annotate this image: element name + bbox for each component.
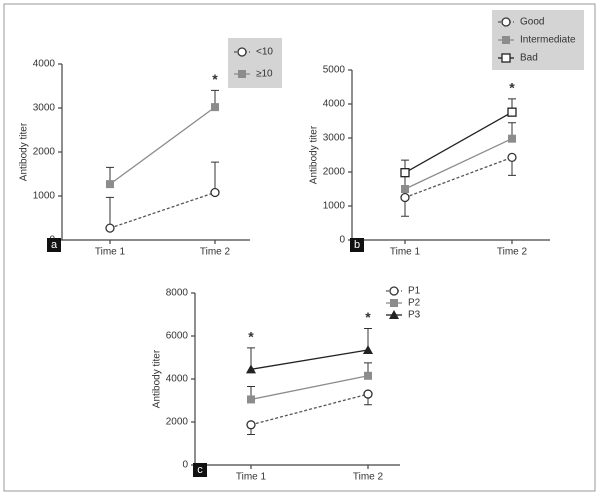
panel-label-box <box>350 238 364 252</box>
y-tick-label: 8000 <box>166 288 189 299</box>
y-tick-label: 4000 <box>323 99 346 110</box>
panel-label-box <box>193 463 207 477</box>
legend-label: P3 <box>408 310 421 321</box>
series-line <box>250 375 369 401</box>
y-tick-label: 2000 <box>33 147 56 158</box>
legend-label: Good <box>520 17 544 28</box>
figure-frame <box>3 3 596 492</box>
y-tick-label: 6000 <box>166 331 189 342</box>
legend-box <box>228 38 282 88</box>
panel-label: a <box>51 239 58 251</box>
legend-marker <box>501 53 511 63</box>
marker <box>247 395 255 404</box>
marker <box>246 364 256 374</box>
y-tick-label: 4000 <box>166 374 189 385</box>
marker <box>401 185 409 193</box>
y-tick-label: 3000 <box>323 133 346 144</box>
significance-mark: * <box>212 71 218 87</box>
legend-label: Intermediate <box>520 35 576 46</box>
marker <box>364 371 372 380</box>
y-axis-label: Antibody titer <box>309 125 320 184</box>
series-line <box>109 191 216 229</box>
x-tick-label: Time 2 <box>353 472 384 483</box>
panel-label: c <box>197 464 203 476</box>
legend-marker <box>237 47 247 57</box>
y-tick-label: 0 <box>182 460 188 471</box>
legend-marker <box>389 286 399 296</box>
marker <box>210 187 220 198</box>
marker <box>400 168 410 178</box>
x-tick-label: Time 2 <box>497 247 528 258</box>
legend-label: P2 <box>408 298 421 309</box>
series-line <box>404 156 513 199</box>
marker <box>507 152 517 163</box>
legend-label: Bad <box>520 53 538 64</box>
y-axis-label: Antibody titer <box>152 349 163 408</box>
x-tick-label: Time 2 <box>200 247 231 258</box>
marker <box>211 103 219 112</box>
x-tick-label: Time 1 <box>390 247 421 258</box>
significance-mark: * <box>365 309 371 325</box>
series-line <box>404 138 513 190</box>
x-tick-label: Time 1 <box>95 247 126 258</box>
y-tick-label: 2000 <box>323 167 346 178</box>
legend-marker <box>502 36 510 44</box>
y-tick-label: 1000 <box>33 191 56 202</box>
marker <box>400 192 410 203</box>
series-line <box>109 106 216 185</box>
y-tick-label: 4000 <box>33 59 56 70</box>
y-tick-label: 5000 <box>323 65 346 76</box>
significance-mark: * <box>509 80 515 96</box>
marker <box>105 223 115 233</box>
y-axis-label: Antibody titer <box>19 122 30 181</box>
y-tick-label: 1000 <box>323 201 346 212</box>
marker <box>363 389 373 399</box>
series-line <box>404 111 513 174</box>
y-tick-label: 3000 <box>33 103 56 114</box>
marker <box>246 420 256 430</box>
y-tick-label: 2000 <box>166 417 189 428</box>
legend-label: <10 <box>256 47 273 58</box>
legend-marker <box>501 17 511 27</box>
series-line <box>250 349 369 370</box>
series-line <box>250 393 369 426</box>
legend-marker <box>238 70 246 78</box>
marker <box>508 134 516 143</box>
legend-marker <box>389 310 399 319</box>
marker <box>363 344 373 354</box>
legend-label: P1 <box>408 286 421 297</box>
legend-marker <box>390 299 398 307</box>
y-tick-label: 0 <box>339 235 345 246</box>
panel-label-box <box>47 238 61 252</box>
x-tick-label: Time 1 <box>236 472 267 483</box>
error-bar <box>211 161 219 193</box>
marker <box>106 180 114 189</box>
significance-mark: * <box>248 329 254 345</box>
legend-label: ≥10 <box>256 69 273 80</box>
panel-label: b <box>354 239 360 251</box>
marker <box>507 107 517 117</box>
error-bar <box>106 196 114 229</box>
